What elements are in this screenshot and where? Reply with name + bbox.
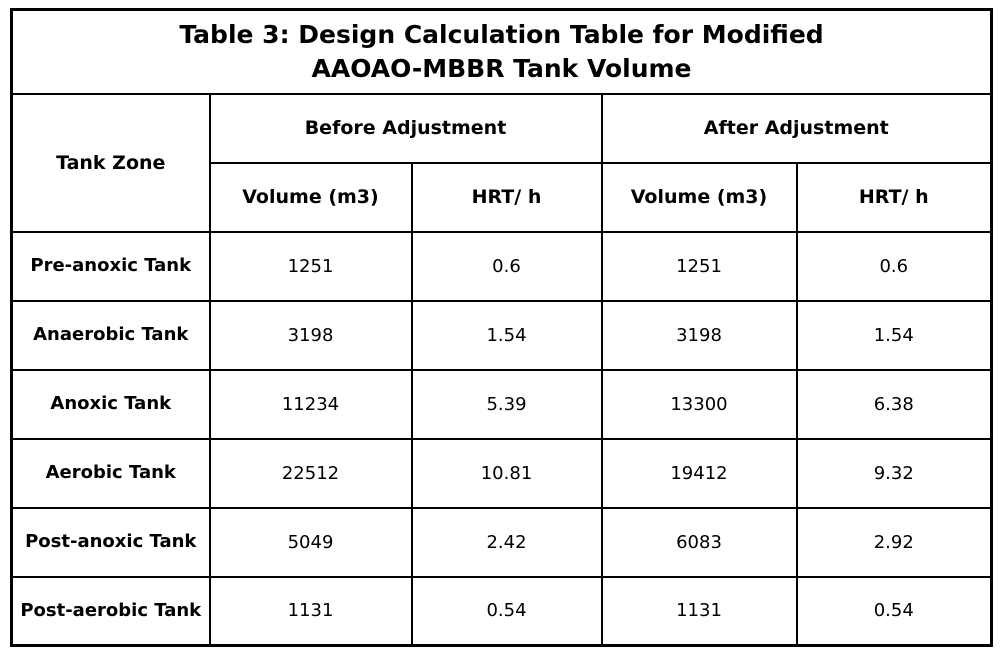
volume-before-cell: 22512 xyxy=(208,437,413,509)
table-row: Anaerobic Tank 3198 1.54 3198 1.54 xyxy=(10,299,993,371)
tank-zone-cell: Aerobic Tank xyxy=(10,437,211,509)
table-title-line1: Table 3: Design Calculation Table for Mo… xyxy=(179,20,824,49)
volume-after-cell: 19412 xyxy=(600,437,798,509)
group-header-row: Tank Zone Before Adjustment After Adjust… xyxy=(10,92,993,233)
tank-zone-cell: Pre-anoxic Tank xyxy=(10,230,211,302)
hrt-before-cell: 1.54 xyxy=(410,299,603,371)
tank-zone-header: Tank Zone xyxy=(10,92,211,233)
volume-after-cell: 6083 xyxy=(600,506,798,578)
hrt-after-cell: 1.54 xyxy=(795,299,993,371)
table-title-row: Table 3: Design Calculation Table for Mo… xyxy=(10,8,993,95)
table-row: Aerobic Tank 22512 10.81 19412 9.32 xyxy=(10,437,993,509)
design-calculation-table: Table 3: Design Calculation Table for Mo… xyxy=(10,8,994,647)
hrt-before-cell: 2.42 xyxy=(410,506,603,578)
volume-before-cell: 11234 xyxy=(208,368,413,440)
hrt-after-header: HRT/ h xyxy=(795,161,993,233)
hrt-after-cell: 9.32 xyxy=(795,437,993,509)
tank-zone-cell: Post-aerobic Tank xyxy=(10,575,211,647)
hrt-after-cell: 0.54 xyxy=(795,575,993,647)
volume-after-cell: 1131 xyxy=(600,575,798,647)
volume-before-header: Volume (m3) xyxy=(208,161,413,233)
volume-after-cell: 1251 xyxy=(600,230,798,302)
after-adjustment-header: After Adjustment xyxy=(600,92,993,164)
hrt-before-cell: 0.54 xyxy=(410,575,603,647)
hrt-after-cell: 2.92 xyxy=(795,506,993,578)
volume-before-cell: 1251 xyxy=(208,230,413,302)
volume-before-cell: 3198 xyxy=(208,299,413,371)
table-row: Anoxic Tank 11234 5.39 13300 6.38 xyxy=(10,368,993,440)
volume-after-cell: 13300 xyxy=(600,368,798,440)
volume-before-cell: 1131 xyxy=(208,575,413,647)
before-adjustment-header: Before Adjustment xyxy=(208,92,603,164)
volume-after-header: Volume (m3) xyxy=(600,161,798,233)
tank-zone-cell: Anoxic Tank xyxy=(10,368,211,440)
hrt-after-cell: 0.6 xyxy=(795,230,993,302)
table-row: Pre-anoxic Tank 1251 0.6 1251 0.6 xyxy=(10,230,993,302)
table-title-line2: AAOAO-MBBR Tank Volume xyxy=(311,53,692,83)
hrt-before-cell: 5.39 xyxy=(410,368,603,440)
table-row: Post-anoxic Tank 5049 2.42 6083 2.92 xyxy=(10,506,993,578)
hrt-before-cell: 0.6 xyxy=(410,230,603,302)
hrt-before-cell: 10.81 xyxy=(410,437,603,509)
tank-zone-cell: Post-anoxic Tank xyxy=(10,506,211,578)
table-row: Post-aerobic Tank 1131 0.54 1131 0.54 xyxy=(10,575,993,647)
hrt-after-cell: 6.38 xyxy=(795,368,993,440)
sub-header-row: Volume (m3) HRT/ h Volume (m3) HRT/ h xyxy=(12,161,993,233)
volume-after-cell: 3198 xyxy=(600,299,798,371)
volume-before-cell: 5049 xyxy=(208,506,413,578)
table-title: Table 3: Design Calculation Table for Mo… xyxy=(10,8,993,95)
hrt-before-header: HRT/ h xyxy=(410,161,603,233)
tank-zone-cell: Anaerobic Tank xyxy=(10,299,211,371)
